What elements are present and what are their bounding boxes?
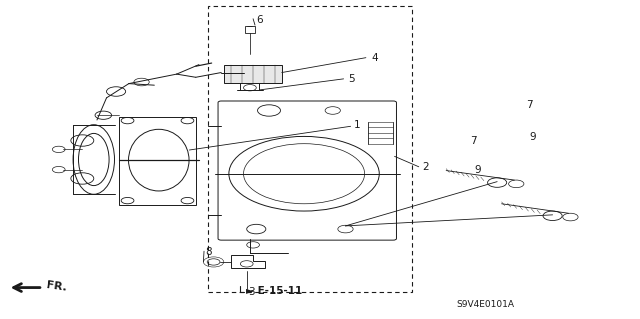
Bar bbox=[245, 26, 255, 33]
Text: FR.: FR. bbox=[46, 280, 68, 293]
Text: ► E-15-11: ► E-15-11 bbox=[246, 286, 302, 296]
Text: 9: 9 bbox=[529, 132, 536, 142]
Text: 4: 4 bbox=[371, 53, 378, 63]
Bar bbox=[225, 65, 282, 83]
Text: 7: 7 bbox=[526, 100, 532, 110]
Text: 7: 7 bbox=[470, 136, 477, 146]
Text: 5: 5 bbox=[349, 75, 355, 85]
Text: 1: 1 bbox=[354, 120, 360, 130]
Text: 2: 2 bbox=[422, 162, 429, 172]
Text: 9: 9 bbox=[474, 165, 481, 174]
Text: 3: 3 bbox=[248, 287, 255, 297]
Text: S9V4E0101A: S9V4E0101A bbox=[457, 300, 515, 309]
Text: 6: 6 bbox=[256, 15, 263, 25]
Bar bbox=[209, 6, 412, 292]
Text: 8: 8 bbox=[205, 247, 212, 257]
